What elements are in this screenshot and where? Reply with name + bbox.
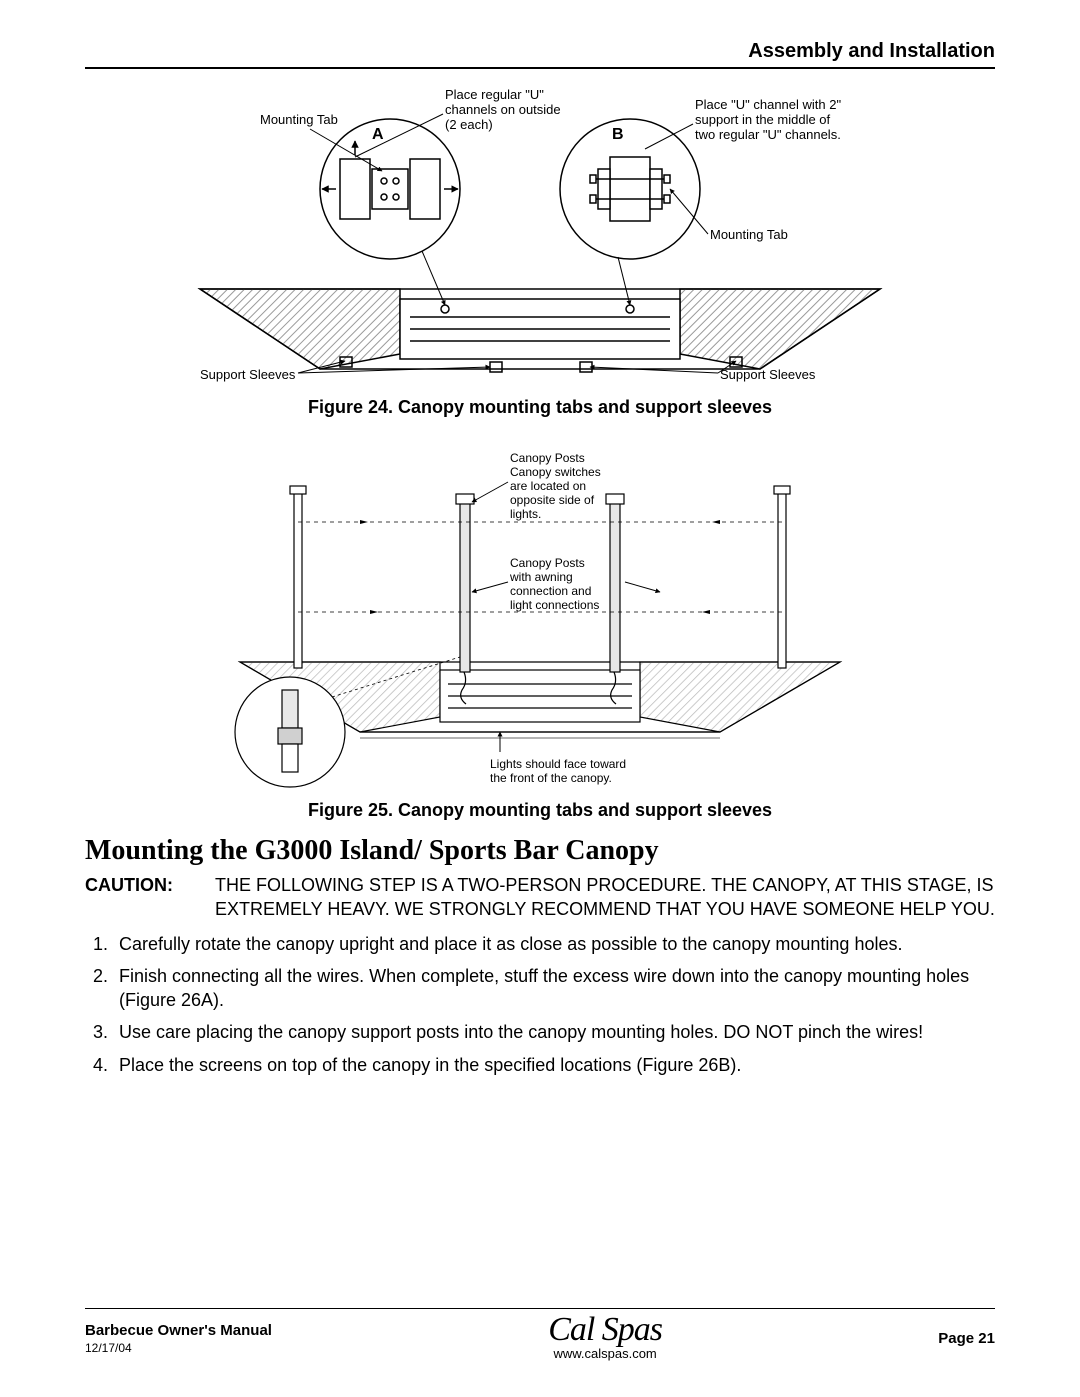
canopy-posts1-l1: Canopy Posts: [510, 451, 585, 465]
brand-logo: Cal Spas: [548, 1315, 662, 1346]
step-4: Place the screens on top of the canopy i…: [113, 1053, 995, 1077]
canopy-posts2-l4: light connections: [510, 598, 599, 612]
place-regular-u-l1: Place regular "U": [445, 87, 544, 102]
place-u-with2-l1: Place "U" channel with 2": [695, 97, 841, 112]
caution-text: THE FOLLOWING STEP IS A TWO-PERSON PROCE…: [215, 873, 995, 922]
figure-25-caption: Figure 25. Canopy mounting tabs and supp…: [85, 800, 995, 821]
page-number: Page 21: [938, 1330, 995, 1347]
brand-url: www.calspas.com: [548, 1346, 662, 1361]
step-3: Use care placing the canopy support post…: [113, 1020, 995, 1044]
canopy-posts1-l5: lights.: [510, 507, 541, 521]
footer-date: 12/17/04: [85, 1341, 272, 1355]
support-sleeves-right-label: Support Sleeves: [720, 367, 816, 382]
header-section-title: Assembly and Installation: [85, 40, 995, 63]
place-u-with2-l2: support in the middle of: [695, 112, 831, 127]
footer-rule: [85, 1308, 995, 1309]
header-rule: [85, 67, 995, 69]
mounting-tab-right-label: Mounting Tab: [710, 227, 788, 242]
steps-list: Carefully rotate the canopy upright and …: [85, 932, 995, 1077]
lights-label-l2: the front of the canopy.: [490, 771, 612, 785]
canopy-posts2-l1: Canopy Posts: [510, 556, 585, 570]
canopy-posts2-l3: connection and: [510, 584, 591, 598]
detail-a-label: A: [372, 126, 384, 143]
place-u-with2-l3: two regular "U" channels.: [695, 127, 841, 142]
section-heading: Mounting the G3000 Island/ Sports Bar Ca…: [85, 835, 995, 867]
caution-label: CAUTION:: [85, 873, 215, 922]
detail-b-label: B: [612, 126, 624, 143]
place-regular-u-l3: (2 each): [445, 117, 493, 132]
figure-24-caption: Figure 24. Canopy mounting tabs and supp…: [85, 397, 995, 418]
support-sleeves-left-label: Support Sleeves: [200, 367, 296, 382]
step-2: Finish connecting all the wires. When co…: [113, 964, 995, 1013]
step-1: Carefully rotate the canopy upright and …: [113, 932, 995, 956]
canopy-posts1-l4: opposite side of: [510, 493, 595, 507]
mounting-tab-left-label: Mounting Tab: [260, 112, 338, 127]
canopy-posts2-l2: with awning: [509, 570, 573, 584]
canopy-posts1-l2: Canopy switches: [510, 465, 601, 479]
place-regular-u-l2: channels on outside: [445, 102, 561, 117]
lights-label-l1: Lights should face toward: [490, 757, 626, 771]
figure-25-diagram: Canopy Posts Canopy switches are located…: [160, 432, 920, 792]
canopy-posts1-l3: are located on: [510, 479, 586, 493]
figure-24-diagram: A B Mounting Tab Place regular "U" chann…: [140, 79, 940, 389]
footer-manual-title: Barbecue Owner's Manual: [85, 1322, 272, 1339]
